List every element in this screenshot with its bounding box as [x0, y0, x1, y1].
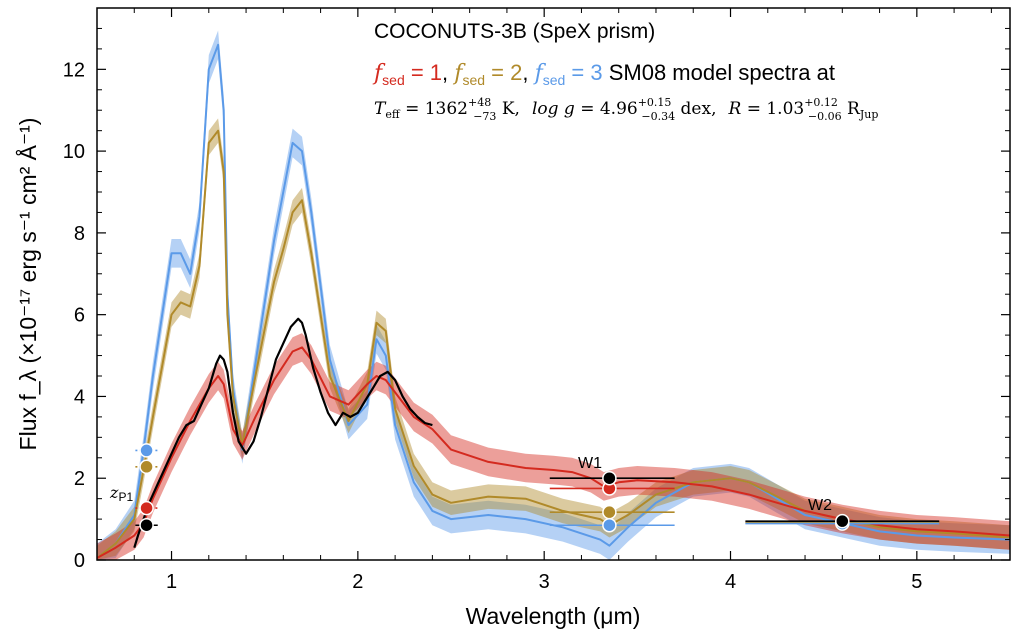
teff-label: T — [374, 99, 387, 119]
observed-spectrum-line — [133, 317, 433, 549]
y-tick-label: 12 — [63, 59, 85, 81]
series-layer — [97, 30, 1010, 560]
x-tick-label: 4 — [725, 571, 736, 593]
phot-w1-observed-point — [602, 470, 617, 486]
phot-w1-model-point-2 — [602, 504, 617, 520]
x-tick-label: 1 — [166, 571, 177, 593]
legend-entry-fsed1-sub: sed — [382, 72, 405, 88]
x-tick-label: 5 — [911, 571, 922, 593]
series-band-2 — [97, 118, 1010, 560]
model-line-2 — [97, 129, 1010, 559]
phot-w2-observed-point — [835, 513, 850, 529]
params-line: Teff = 1362+48 −73 K, log g = 4.96+0.15 −0.… — [374, 96, 878, 123]
y-axis-label: Flux f_λ (×10⁻¹⁷ erg s⁻¹ cm² Å⁻¹) — [14, 118, 41, 451]
band-label-zp1-sub: P1 — [118, 490, 133, 504]
logg-low: −0.34 — [641, 110, 675, 123]
y-tick-label: 10 — [63, 141, 85, 163]
r-unit-sub: Jup — [859, 108, 879, 121]
teff-up: +48 — [468, 96, 491, 109]
r-label: R — [727, 99, 741, 119]
y-tick-label: 0 — [74, 550, 85, 572]
r-up: +0.12 — [804, 96, 838, 109]
phot-zp1-observed-point — [139, 517, 154, 533]
legend-entry-fsed3-sub: sed — [543, 72, 566, 88]
logg-up: +0.15 — [638, 96, 672, 109]
phot-zp1-model-point-1 — [139, 500, 154, 516]
phot-zp1-model-point-2 — [139, 459, 154, 475]
teff-unit: K, — [496, 99, 520, 119]
teff-value: = 1362 — [400, 99, 468, 119]
band-label-w1: W1 — [578, 455, 602, 472]
chart-title: COCONUTS-3B (SpeX prism) — [374, 20, 655, 43]
y-tick-label: 4 — [74, 386, 85, 408]
x-tick-label: 3 — [539, 571, 550, 593]
phot-w1-model-point-3 — [602, 517, 617, 533]
photometry-layer — [135, 443, 940, 533]
r-low: −0.06 — [808, 110, 842, 123]
y-tick-label: 2 — [74, 468, 85, 490]
logg-unit: dex, — [675, 99, 716, 119]
band-label-zp1-main: z — [109, 483, 119, 502]
legend-entry-fsed3-text: = 3 — [565, 60, 602, 85]
y-tick-label: 6 — [74, 305, 85, 327]
x-axis-label: Wavelength (μm) — [466, 603, 641, 629]
legend-line: fsed = 1, fsed = 2, fsed = 3 SM08 model … — [372, 60, 835, 88]
legend-entry-fsed1-text: = 1 — [405, 60, 442, 85]
legend-entry-fsed2-text: = 2 — [485, 60, 522, 85]
band-label-w2: W2 — [808, 497, 832, 514]
band-label-zp1: zP1 — [109, 483, 133, 504]
legend-suffix: SM08 model spectra at — [603, 60, 835, 85]
r-unit: R — [842, 99, 861, 119]
x-tick-label: 2 — [352, 571, 363, 593]
logg-label: log g — [532, 99, 575, 119]
teff-low: −73 — [473, 110, 496, 123]
teff-sub: eff — [385, 108, 401, 121]
plot-frame — [96, 7, 1011, 561]
r-value: = 1.03 — [741, 99, 804, 119]
phot-zp1-model-point-3 — [139, 443, 154, 458]
logg-value: = 4.96 — [575, 99, 638, 119]
y-tick-label: 8 — [74, 223, 85, 245]
legend-entry-fsed2-sub: sed — [462, 72, 485, 88]
